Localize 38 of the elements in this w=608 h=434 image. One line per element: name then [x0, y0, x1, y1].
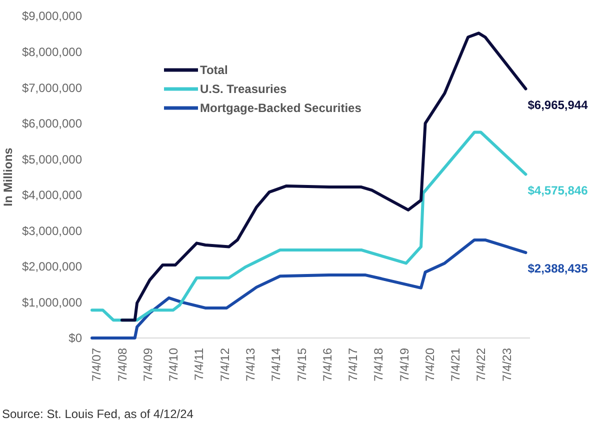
- y-tick-label: $3,000,000: [22, 224, 82, 238]
- annotation: $4,575,846: [528, 183, 588, 198]
- annotation: $2,388,435: [528, 262, 588, 276]
- line-series: [90, 130, 528, 322]
- x-tick-label: 7/4/08: [115, 348, 130, 382]
- x-tick-label: 7/4/14: [269, 348, 284, 382]
- x-tick-label: 7/4/13: [244, 348, 258, 382]
- y-tick-label: $1,000,000: [22, 295, 82, 310]
- legend-label: U.S. Treasuries: [200, 82, 288, 96]
- y-tick-label: $9,000,000: [22, 9, 82, 24]
- y-tick-label: $7,000,000: [22, 80, 82, 95]
- x-tick-label: 7/4/09: [140, 348, 155, 382]
- x-tick-label: 7/4/22: [474, 348, 488, 382]
- x-tick-label: 7/4/12: [218, 348, 232, 382]
- y-axis-title: In Millions: [1, 147, 15, 206]
- x-tick-label: 7/4/23: [500, 348, 514, 382]
- x-tick-label: 7/4/17: [346, 348, 360, 382]
- x-tick-label: 7/4/10: [166, 348, 181, 382]
- source-note: Source: St. Louis Fed, as of 4/12/24: [2, 407, 194, 421]
- x-tick-label: 7/4/20: [422, 348, 437, 382]
- y-tick-label: $0: [68, 331, 82, 346]
- y-tick-label: $4,000,000: [22, 188, 82, 202]
- legend-label: Mortgage-Backed Securities: [200, 101, 362, 116]
- y-tick-label: $5,000,000: [22, 152, 82, 166]
- x-tick-label: 7/4/21: [448, 348, 463, 382]
- line-series: [90, 238, 528, 340]
- line-series: [120, 32, 528, 322]
- x-tick-label: 7/4/19: [397, 348, 412, 382]
- x-tick-label: 7/4/11: [192, 348, 206, 380]
- x-tick-label: 7/4/15: [294, 348, 309, 382]
- x-tick-label: 7/4/07: [90, 348, 104, 382]
- x-tick-label: 7/4/18: [372, 348, 386, 382]
- y-tick-label: $6,000,000: [22, 116, 82, 131]
- annotation: $6,965,944: [528, 98, 588, 112]
- y-tick-label: $8,000,000: [22, 44, 82, 59]
- x-tick-label: 7/4/16: [320, 348, 334, 382]
- legend-label: Total: [200, 63, 228, 78]
- y-tick-label: $2,000,000: [22, 260, 82, 274]
